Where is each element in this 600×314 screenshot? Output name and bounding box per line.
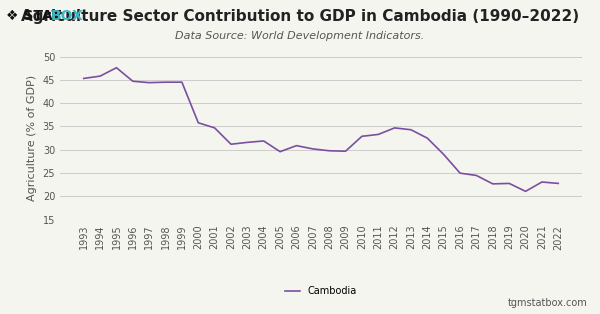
Legend: Cambodia: Cambodia [281,282,361,300]
Text: ❖ STAT: ❖ STAT [6,9,61,24]
Text: Data Source: World Development Indicators.: Data Source: World Development Indicator… [175,31,425,41]
Text: tgmstatbox.com: tgmstatbox.com [508,298,588,308]
Text: Agriculture Sector Contribution to GDP in Cambodia (1990–2022): Agriculture Sector Contribution to GDP i… [21,9,579,24]
Text: BOX: BOX [51,9,84,24]
Y-axis label: Agriculture (% of GDP): Agriculture (% of GDP) [27,75,37,201]
